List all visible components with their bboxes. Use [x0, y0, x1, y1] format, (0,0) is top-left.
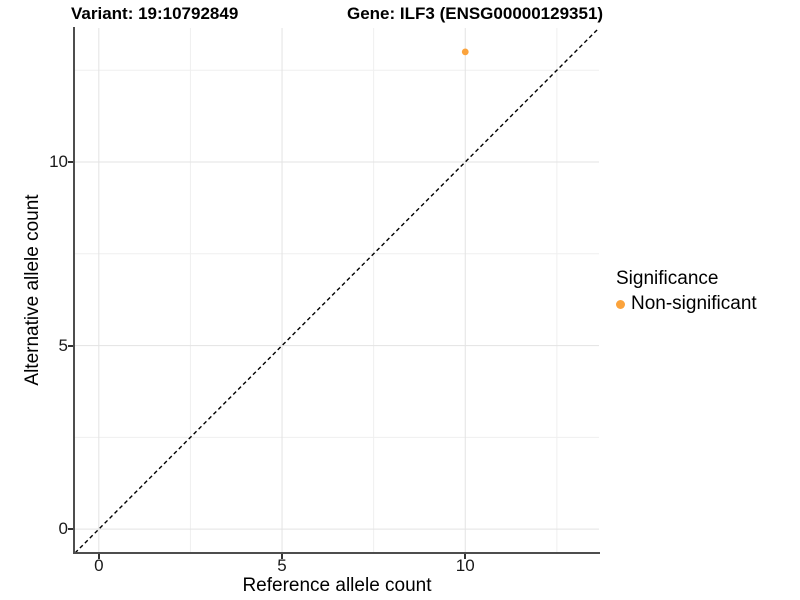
plot-title-gene: Gene: ILF3 (ENSG00000129351) [347, 4, 604, 23]
x-tick-label: 10 [455, 556, 475, 575]
data-point [461, 48, 469, 56]
x-tick-label: 5 [277, 556, 287, 575]
y-axis-line [73, 27, 75, 554]
identity-dashed-line [75, 28, 599, 553]
y-tick-label: 10 [49, 152, 68, 171]
legend-entry-non-significant: Non-significant [616, 293, 757, 315]
x-tick-mark [281, 554, 284, 559]
x-axis-title: Reference allele count [242, 575, 432, 596]
x-tick-mark [464, 554, 467, 559]
y-tick-mark [68, 161, 73, 163]
x-axis-line [73, 552, 600, 554]
legend: Significance Non-significant [616, 268, 757, 315]
plot-title-variant: Variant: 19:10792849 [71, 4, 239, 23]
legend-point-icon [616, 299, 625, 309]
plot-canvas [75, 28, 599, 553]
y-tick-label: 5 [58, 335, 68, 355]
legend-entry-label: Non-significant [631, 293, 757, 314]
y-axis-title: Alternative allele count [22, 194, 43, 386]
x-tick-mark [97, 554, 100, 559]
x-tick-label: 0 [94, 556, 104, 575]
legend-title: Significance [616, 268, 719, 289]
y-tick-mark [68, 528, 73, 531]
y-tick-mark [68, 344, 73, 347]
plot-panel [75, 28, 599, 553]
y-tick-label: 0 [58, 519, 68, 539]
